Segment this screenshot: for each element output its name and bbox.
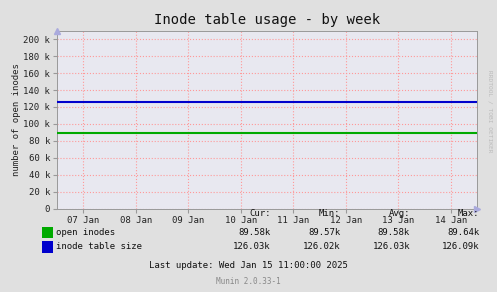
Text: 89.64k: 89.64k: [447, 228, 480, 237]
Title: Inode table usage - by week: Inode table usage - by week: [154, 13, 380, 27]
Text: 126.03k: 126.03k: [372, 242, 410, 251]
Text: open inodes: open inodes: [56, 228, 115, 237]
Text: Avg:: Avg:: [389, 208, 410, 218]
Text: Last update: Wed Jan 15 11:00:00 2025: Last update: Wed Jan 15 11:00:00 2025: [149, 261, 348, 270]
Text: 126.02k: 126.02k: [303, 242, 340, 251]
Text: Min:: Min:: [319, 208, 340, 218]
Text: RRDTOOL / TOBI OETIKER: RRDTOOL / TOBI OETIKER: [487, 70, 492, 152]
Text: 126.09k: 126.09k: [442, 242, 480, 251]
Y-axis label: number of open inodes: number of open inodes: [11, 63, 20, 176]
Text: 126.03k: 126.03k: [233, 242, 271, 251]
Text: 89.58k: 89.58k: [239, 228, 271, 237]
Text: Cur:: Cur:: [249, 208, 271, 218]
Text: inode table size: inode table size: [56, 242, 142, 251]
Text: Max:: Max:: [458, 208, 480, 218]
Text: Munin 2.0.33-1: Munin 2.0.33-1: [216, 277, 281, 286]
Text: 89.58k: 89.58k: [378, 228, 410, 237]
Text: 89.57k: 89.57k: [308, 228, 340, 237]
